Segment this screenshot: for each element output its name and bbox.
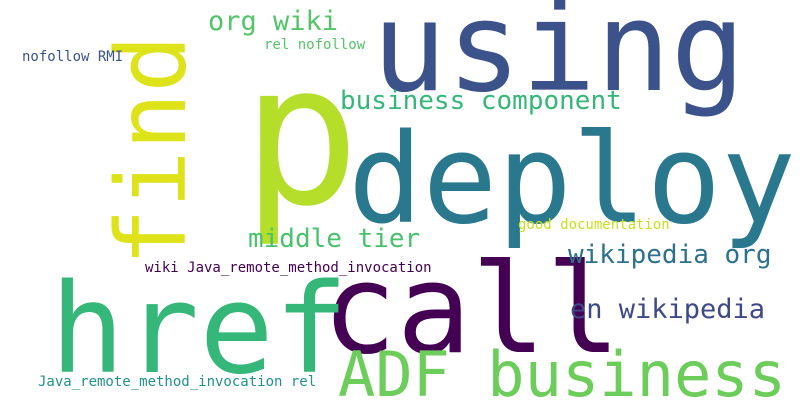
word-nofollow-rmi: nofollow RMI: [22, 49, 124, 65]
word-deploy: deploy: [348, 108, 796, 252]
word-java-rmi-rel: Java_remote_method_invocation rel: [38, 374, 317, 390]
word-using: using: [372, 0, 746, 120]
word-middle-tier: middle tier: [248, 224, 421, 254]
word-wiki-java-rmi: wiki Java_remote_method_invocation: [145, 260, 432, 276]
word-rel-nofollow: rel nofollow: [264, 37, 366, 53]
word-call: call: [322, 238, 621, 382]
word-business-component: business component: [340, 86, 622, 116]
word-p: p: [242, 22, 361, 250]
word-good-documentation: good documentation: [518, 217, 670, 233]
word-en-wikipedia: en wikipedia: [570, 294, 766, 325]
word-find: find: [96, 34, 208, 266]
word-adf-business: ADF business: [338, 338, 786, 400]
word-href: href: [50, 258, 349, 400]
word-org-wiki: org wiki: [208, 6, 339, 37]
word-wikipedia-org: wikipedia org: [568, 240, 772, 270]
